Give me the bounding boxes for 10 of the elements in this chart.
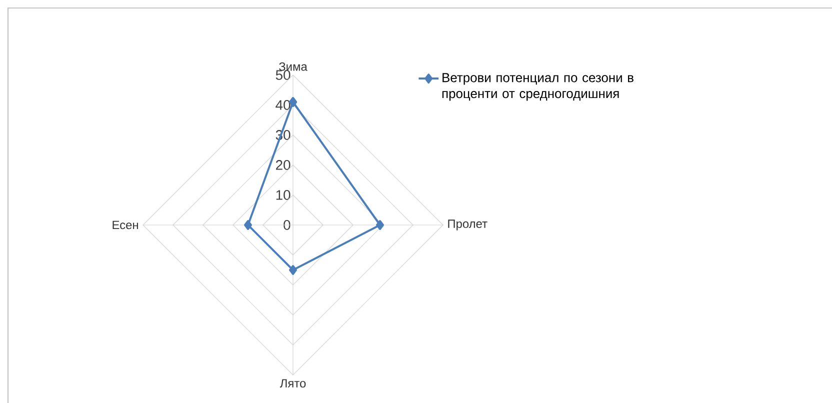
y-tick-label: 0 [284, 220, 290, 230]
legend-label: Ветрови потенциал по сезони в проценти от средногодишния [442, 73, 634, 101]
spoke-label: Лято [280, 379, 306, 388]
y-tick-label: 10 [276, 190, 290, 200]
spoke-label: Пролет [448, 220, 488, 230]
y-tick-label: 50 [276, 70, 290, 80]
spoke-label: Есен [112, 220, 138, 230]
y-tick-label: 40 [276, 100, 290, 110]
spoke-label: Зима [279, 62, 308, 71]
y-tick-label: 20 [276, 160, 290, 170]
